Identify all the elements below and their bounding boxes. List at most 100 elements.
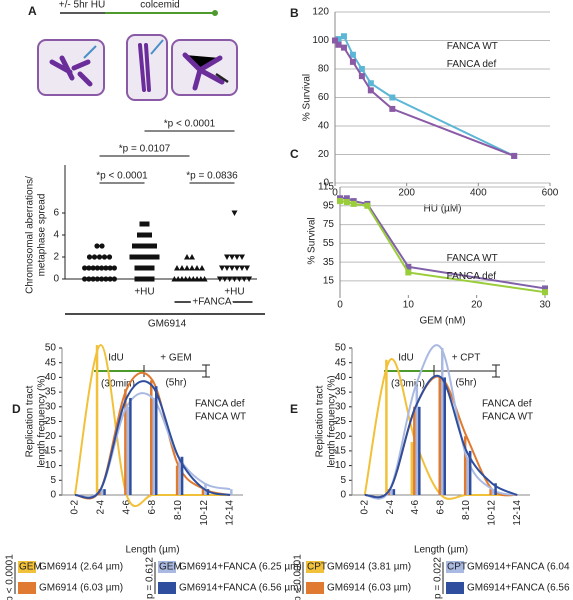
data-point xyxy=(111,265,117,271)
bar xyxy=(468,450,472,495)
data-point xyxy=(107,265,113,271)
panel-label: B xyxy=(290,6,299,20)
y-axis-title: metaphase spread xyxy=(37,194,48,277)
data-point xyxy=(178,276,185,282)
data-point xyxy=(367,80,374,87)
legend-label: FANCA def xyxy=(447,59,497,70)
data-point xyxy=(239,265,245,271)
data-point xyxy=(194,265,200,271)
arrow xyxy=(83,45,97,59)
bar xyxy=(438,377,441,495)
data-point xyxy=(511,152,518,159)
x-tick-label: 6-8 xyxy=(436,500,447,515)
data-point xyxy=(350,200,357,207)
data-point xyxy=(94,276,100,282)
y-axis-title: Replication tract xyxy=(25,385,36,457)
y-axis-title: % Survival xyxy=(307,217,318,264)
legend-label: GM6914+FANCA (6.25 µm) xyxy=(179,562,302,573)
y-tick-label: 15 xyxy=(335,446,347,457)
data-point xyxy=(229,265,235,271)
x-tick-label: 8-10 xyxy=(461,500,472,520)
data-point xyxy=(90,265,96,271)
bar xyxy=(126,406,130,495)
timeline-label: IdU xyxy=(108,353,124,364)
data-point xyxy=(224,254,230,260)
data-point xyxy=(542,289,548,296)
chromosome xyxy=(182,52,225,91)
timeline-label: + CPT xyxy=(452,353,481,364)
legend-label: GM6914 (2.64 µm) xyxy=(39,562,123,573)
p-value: *p = 0.0836 xyxy=(186,171,238,182)
data-point xyxy=(139,276,145,282)
bar xyxy=(441,348,444,495)
y-tick-label: 20 xyxy=(318,149,330,160)
bar xyxy=(410,442,414,495)
data-point xyxy=(139,265,145,271)
bar xyxy=(129,397,132,495)
y-tick-label: 5 xyxy=(50,475,56,486)
data-point xyxy=(129,254,135,260)
x-tick-label: +HU xyxy=(224,287,244,298)
data-point xyxy=(99,276,105,282)
data-point xyxy=(99,265,105,271)
data-point xyxy=(182,276,189,282)
x-tick-label: 2-4 xyxy=(385,500,396,515)
annotation: FANCA def xyxy=(482,399,532,410)
series-curve xyxy=(74,380,231,499)
x-tick-label: 20 xyxy=(471,300,483,311)
legend-swatch xyxy=(158,582,176,594)
series-line xyxy=(334,34,515,157)
data-point xyxy=(139,221,145,227)
data-point xyxy=(221,276,228,282)
legend-tag: GEM xyxy=(159,562,182,573)
legend-label: GM6914+FANCA (6.04 µm) xyxy=(467,562,573,573)
annotation: FANCA WT xyxy=(195,412,246,423)
data-point xyxy=(142,243,147,249)
data-point xyxy=(236,276,243,282)
y-tick-label: 40 xyxy=(318,121,330,132)
x-tick-label: 0-2 xyxy=(359,500,370,515)
data-point xyxy=(154,254,160,260)
data-point xyxy=(234,254,240,260)
y-tick-label: 50 xyxy=(45,343,57,354)
data-point xyxy=(226,276,233,282)
data-point xyxy=(86,265,92,271)
y-tick-label: 0 xyxy=(53,274,59,285)
legend-label: GM6914+FANCA (6.56 µm) xyxy=(179,583,302,594)
timeline-label: (5hr) xyxy=(165,378,186,389)
y-tick-label: 0 xyxy=(323,178,329,189)
panel-label: C xyxy=(290,147,299,161)
data-point xyxy=(90,276,96,282)
data-point xyxy=(335,36,342,43)
data-point xyxy=(137,232,142,238)
data-point xyxy=(144,265,150,271)
timeline-label: (30min) xyxy=(391,379,425,390)
data-point xyxy=(152,243,157,249)
y-tick-label: 30 xyxy=(335,401,347,412)
bar xyxy=(443,377,446,495)
arrow xyxy=(150,39,164,55)
x-axis-title: Length (µm) xyxy=(125,545,179,556)
x-tick-label: 4-6 xyxy=(121,500,132,515)
bar xyxy=(124,389,127,495)
bar xyxy=(466,456,469,495)
x-tick-label: 12-14 xyxy=(512,500,523,526)
y-tick-label: 20 xyxy=(335,431,347,442)
data-point xyxy=(94,243,100,249)
data-point xyxy=(216,276,223,282)
y-tick-label: 35 xyxy=(45,387,57,398)
legend-label: GM6914 (6.03 µm) xyxy=(39,583,123,594)
group-label: GM6914 xyxy=(148,319,187,330)
chromosome xyxy=(49,55,93,87)
legend-label: GM6914+FANCA (6.56 µm) xyxy=(467,583,573,594)
data-point xyxy=(231,210,238,216)
data-point xyxy=(171,276,178,282)
x-tick-label: 8-10 xyxy=(173,500,184,520)
data-point xyxy=(231,276,238,282)
timeline-label: IdU xyxy=(398,353,414,364)
bar xyxy=(178,456,181,495)
data-point xyxy=(367,87,374,94)
y-tick-label: 55 xyxy=(323,238,335,249)
y-axis-title: length frequency (%) xyxy=(327,375,338,467)
bar xyxy=(230,489,233,495)
